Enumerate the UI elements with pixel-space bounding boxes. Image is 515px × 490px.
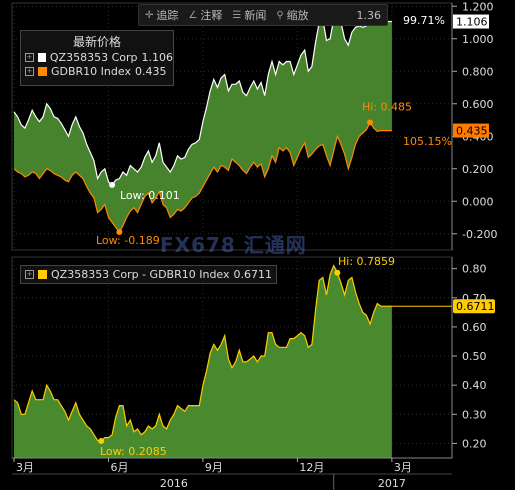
low-marker-qz [109, 181, 116, 188]
legend-swatch-white [37, 52, 46, 62]
zoom-icon: ⚲ [276, 9, 284, 21]
y-tick-label: -0.200 [462, 228, 497, 241]
x-tick-label: 3月 [394, 461, 412, 474]
toolbar-zoom-label: 缩放 [286, 9, 309, 22]
hi-marker-gdbr [367, 119, 374, 126]
area-fill-spread-top [14, 6, 392, 232]
low-label-gdbr: Low: -0.189 [96, 234, 160, 247]
y-tick-label: 0.30 [462, 408, 487, 421]
y-tick-label: 1.000 [462, 33, 494, 46]
legend-title: 最新价格 [72, 35, 121, 49]
bottom-legend[interactable]: + QZ358353 Corp - GDBR10 Index 0.6711 [20, 265, 278, 284]
pencil-icon: ∠ [188, 9, 198, 21]
legend-name-qz: QZ358353 Corp [49, 50, 138, 64]
x-year-label: 2016 [160, 477, 188, 490]
last-value-text: 0.6711 [456, 300, 495, 313]
y-tick-label: 0.600 [462, 98, 494, 111]
low-marker-gdbr [116, 228, 123, 235]
area-fill-spread [14, 265, 392, 458]
y-tick-label: 0.000 [462, 195, 494, 208]
toolbar-news-label: 新闻 [244, 9, 267, 22]
crosshair-icon: ✛ [145, 9, 154, 21]
y-tick-label: 0.80 [462, 263, 487, 276]
y-tick-label: 0.200 [462, 163, 494, 176]
y-tick-label: 0.40 [462, 379, 487, 392]
series-line-gdbr10 [13, 121, 392, 234]
x-tick-label: 9月 [205, 461, 223, 474]
series-line-spread [13, 264, 392, 442]
y-tick-label: 0.50 [462, 350, 487, 363]
last-value-text: 0.435 [456, 125, 488, 138]
y-tick-label: 0.20 [462, 437, 487, 450]
x-tick-label: 6月 [110, 461, 128, 474]
toolbar-annotate[interactable]: ∠ 注释 [188, 7, 222, 23]
x-tick-label: 12月 [299, 461, 324, 474]
toolbar-track[interactable]: ✛ 追踪 [145, 7, 178, 23]
y-tick-label: 0.60 [462, 321, 487, 334]
top-legend: 最新价格 + QZ358353 Corp 1.106 + GDBR10 Inde… [20, 30, 174, 86]
last-value-text: 1.106 [456, 16, 488, 29]
legend-name-spread: QZ358353 Corp - GDBR10 Index [51, 268, 230, 281]
x-year-label: 2017 [378, 477, 406, 490]
expand-icon[interactable]: + [25, 52, 34, 62]
legend-value-gdbr: 0.435 [134, 64, 167, 78]
y-tick-label: 1.200 [462, 0, 494, 13]
last-value-tag [453, 14, 489, 29]
low-marker-spread [98, 437, 105, 444]
last-value-tag [453, 123, 489, 138]
hi-label-gdbr: Hi: 0.485 [362, 100, 412, 113]
series-line-qz358353 [13, 6, 392, 186]
toolbar-annotate-label: 注释 [200, 9, 223, 22]
legend-item-qz[interactable]: + QZ358353 Corp 1.106 [21, 50, 173, 64]
legend-swatch-yellow [38, 270, 47, 279]
legend-value-spread: 0.6711 [233, 268, 273, 281]
chart-toolbar: ✛ 追踪 ∠ 注释 ☰ 新闻 ⚲ 缩放 1.36 [138, 4, 388, 26]
legend-item-gdbr[interactable]: + GDBR10 Index 0.435 [21, 64, 173, 78]
watermark-logo: FX678 汇通网 [160, 233, 307, 257]
x-tick-label: 3月 [16, 461, 34, 474]
news-icon: ☰ [232, 9, 242, 21]
toolbar-track-label: 追踪 [156, 9, 179, 22]
expand-icon[interactable]: + [25, 270, 34, 279]
low-label-spread: Low: 0.2085 [100, 445, 167, 458]
hi-marker-spread [334, 269, 341, 276]
expand-icon[interactable]: + [25, 66, 34, 76]
toolbar-zoom[interactable]: ⚲ 缩放 [276, 7, 308, 23]
y-tick-label: 0.800 [462, 65, 494, 78]
pct-label-gdbr: 105.15% [403, 135, 452, 148]
toolbar-news[interactable]: ☰ 新闻 [232, 7, 266, 23]
legend-value-qz: 1.106 [141, 50, 174, 64]
pct-label-qz: 99.71% [403, 14, 445, 27]
last-value-tag [453, 299, 495, 314]
legend-name-gdbr: GDBR10 Index [51, 64, 131, 78]
low-label-qz: Low: 0.101 [120, 189, 180, 202]
toolbar-value: 1.36 [356, 8, 382, 22]
hi-label-spread: Hi: 0.7859 [338, 255, 395, 268]
legend-swatch-orange [38, 66, 47, 76]
